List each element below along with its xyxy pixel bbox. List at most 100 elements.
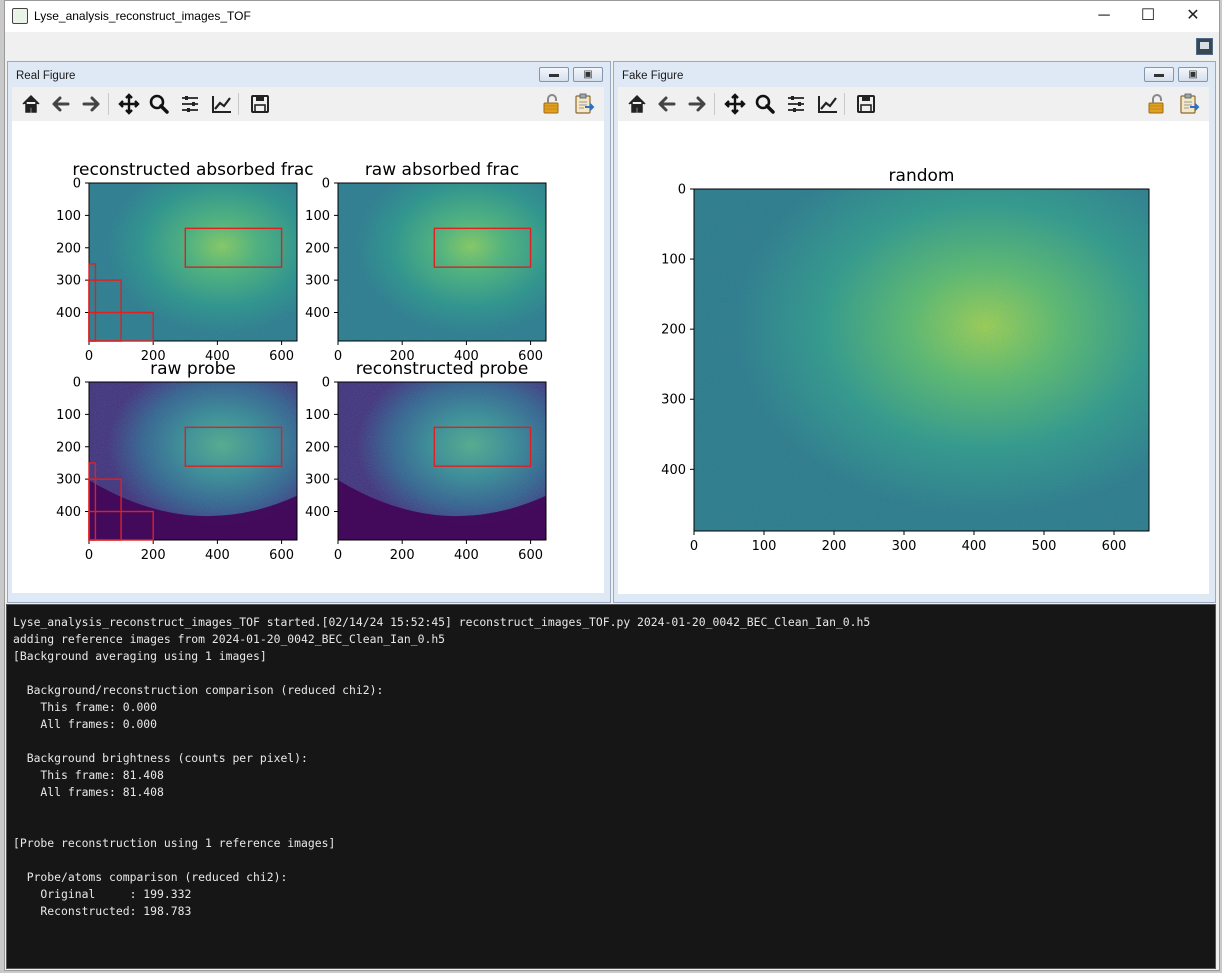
forward-icon[interactable] <box>79 92 103 116</box>
console-line: Original : 199.332 <box>13 887 192 901</box>
y-tick-label: 400 <box>305 505 330 520</box>
console-line: All frames: 0.000 <box>13 717 158 731</box>
x-tick-label: 400 <box>454 548 479 563</box>
home-icon[interactable] <box>625 92 649 116</box>
minimize-button[interactable]: ─ <box>1098 7 1110 24</box>
console-line: [Background averaging using 1 images] <box>13 649 267 663</box>
x-tick-label: 400 <box>205 349 230 364</box>
console-line: Background/reconstruction comparison (re… <box>13 683 384 697</box>
fake-figure-canvas[interactable]: 0 100 200 300 400 500 600 0 100 200 300 400 random <box>618 121 1209 594</box>
roi-rectangle[interactable] <box>433 227 532 268</box>
pan-icon[interactable] <box>117 92 141 116</box>
image-noise <box>694 189 1149 531</box>
back-icon[interactable] <box>655 92 679 116</box>
clipboard-icon[interactable] <box>1177 92 1201 116</box>
roi-rectangle[interactable] <box>433 426 532 467</box>
x-tick-label: 0 <box>690 539 698 554</box>
lock-icon[interactable] <box>540 92 564 116</box>
x-tick-label: 600 <box>269 548 294 563</box>
lock-icon[interactable] <box>1145 92 1169 116</box>
image-noise <box>89 183 297 341</box>
terminal-icon[interactable] <box>1196 38 1213 55</box>
x-tick-label: 0 <box>334 349 342 364</box>
real-figure-restore-button[interactable]: ▣ <box>573 67 603 82</box>
dark-region <box>338 479 546 540</box>
back-icon[interactable] <box>49 92 73 116</box>
pan-icon[interactable] <box>723 92 747 116</box>
toolbar-separator <box>844 93 845 115</box>
y-tick-label: 0 <box>322 376 330 391</box>
subplot-title: raw probe <box>150 359 236 379</box>
real-figure-plot[interactable]: 0 200 400 600 0 100 200 300 400 reconstructed abs… <box>12 121 604 593</box>
console-line: This frame: 0.000 <box>13 700 158 714</box>
x-tick-label: 400 <box>205 548 230 563</box>
toolbar-separator <box>238 93 239 115</box>
y-tick-label: 0 <box>73 177 81 192</box>
x-tick-label: 400 <box>962 539 987 554</box>
maximize-button[interactable]: ☐ <box>1140 7 1156 24</box>
axes-frame <box>88 381 298 541</box>
roi-rectangle[interactable] <box>184 426 283 467</box>
configure-subplots-icon[interactable] <box>784 92 808 116</box>
x-tick-label: 300 <box>892 539 917 554</box>
y-tick-label: 100 <box>56 408 81 423</box>
edit-axis-icon[interactable] <box>210 92 234 116</box>
fake-toolbar-icons <box>618 87 1209 121</box>
roi-rectangle[interactable] <box>184 227 283 268</box>
x-tick-label: 200 <box>390 349 415 364</box>
x-tick-label: 100 <box>752 539 777 554</box>
x-tick-label: 200 <box>822 539 847 554</box>
close-button[interactable]: ✕ <box>1186 7 1200 24</box>
y-tick-label: 200 <box>56 241 81 256</box>
fake-figure-minimize-button[interactable]: ▬ <box>1144 67 1174 82</box>
edit-axis-icon[interactable] <box>816 92 840 116</box>
real-figure-canvas[interactable]: 0 200 400 600 0 100 200 300 400 reconstructed abs… <box>12 121 604 593</box>
y-tick-label: 100 <box>305 209 330 224</box>
clipboard-icon[interactable] <box>572 92 596 116</box>
roi-rectangle[interactable] <box>88 311 154 342</box>
x-tick-label: 200 <box>390 548 415 563</box>
home-icon[interactable] <box>19 92 43 116</box>
forward-icon[interactable] <box>685 92 709 116</box>
dark-region <box>89 479 297 540</box>
x-tick-label: 0 <box>334 548 342 563</box>
subplot-title: reconstructed absorbed frac <box>72 160 313 180</box>
console-line: Probe/atoms comparison (reduced chi2): <box>13 870 288 884</box>
title-bar[interactable] <box>5 1 1219 32</box>
y-tick-label: 400 <box>661 463 686 478</box>
toolbar-separator <box>108 93 109 115</box>
zoom-icon[interactable] <box>753 92 777 116</box>
y-tick-label: 300 <box>56 274 81 289</box>
console-line: Background brightness (counts per pixel)… <box>13 751 308 765</box>
console-text: Lyse_analysis_reconstruct_images_TOF sta… <box>7 605 1215 920</box>
x-tick-label: 200 <box>141 349 166 364</box>
x-tick-label: 500 <box>1032 539 1057 554</box>
save-icon[interactable] <box>854 92 878 116</box>
fake-figure-plot[interactable]: 0 100 200 300 400 500 600 0 100 200 300 400 random <box>618 121 1209 594</box>
console-line: This frame: 81.408 <box>13 768 164 782</box>
real-figure-toolbar <box>12 87 604 121</box>
fake-figure-title: Fake Figure <box>622 70 684 82</box>
y-tick-label: 0 <box>678 183 686 198</box>
x-tick-label: 600 <box>269 349 294 364</box>
real-figure-minimize-button[interactable]: ▬ <box>539 67 569 82</box>
y-tick-label: 300 <box>305 274 330 289</box>
zoom-icon[interactable] <box>147 92 171 116</box>
real-figure-title: Real Figure <box>16 70 76 82</box>
y-tick-label: 200 <box>56 440 81 455</box>
x-tick-label: 0 <box>85 548 93 563</box>
roi-rectangle[interactable] <box>88 510 154 541</box>
console-line: adding reference images from 2024-01-20_… <box>13 632 446 646</box>
app-icon <box>12 8 28 24</box>
save-icon[interactable] <box>248 92 272 116</box>
plot-title: random <box>889 166 955 186</box>
fake-figure-restore-button[interactable]: ▣ <box>1178 67 1208 82</box>
configure-subplots-icon[interactable] <box>178 92 202 116</box>
axes-frame <box>88 182 298 342</box>
output-console[interactable]: Lyse_analysis_reconstruct_images_TOF sta… <box>6 604 1216 969</box>
console-line: Reconstructed: 198.783 <box>13 904 192 918</box>
y-tick-label: 300 <box>305 473 330 488</box>
y-tick-label: 100 <box>56 209 81 224</box>
y-tick-label: 400 <box>56 505 81 520</box>
menu-bar <box>5 32 1219 60</box>
